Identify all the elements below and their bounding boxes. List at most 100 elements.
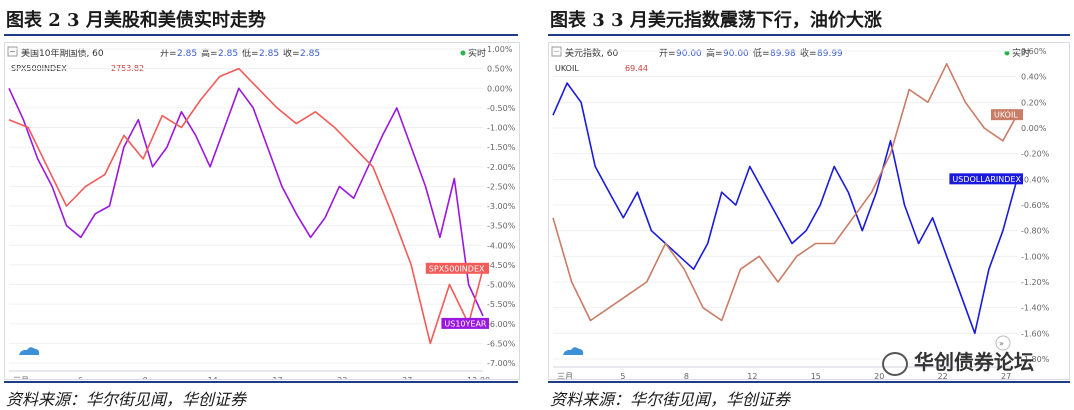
- symbol-title: 美国10年期国债, 60: [21, 47, 104, 59]
- chart-1-svg: 美国10年期国债, 60 开= 2.85 高= 2.85 低= 2.85 收= …: [7, 45, 516, 379]
- open-label: 开=: [659, 48, 676, 59]
- symbol-title: 美元指数, 60: [565, 47, 618, 59]
- low-value: 89.98: [770, 49, 796, 59]
- low-label: 低=: [753, 47, 770, 59]
- cloud-logo-icon: [563, 347, 584, 355]
- x-tick-label: 三月: [13, 376, 29, 379]
- close-value: 89.99: [817, 49, 843, 59]
- y-tick-label: -0.60%: [1021, 201, 1050, 210]
- y-tick-label: -4.00%: [487, 241, 516, 250]
- figure-2-title: 图表 2 3 月美股和美债实时走势: [6, 10, 266, 31]
- low-value: 2.85: [259, 49, 279, 59]
- close-label: 收=: [283, 47, 300, 59]
- open-value: 2.85: [177, 49, 197, 59]
- y-tick-label: -1.00%: [1021, 252, 1050, 261]
- y-tick-label: -1.40%: [1021, 304, 1050, 313]
- figure-3-source: 资料来源：华尔街见闻，华创证券: [550, 390, 791, 409]
- x-tick-label: 17: [272, 376, 282, 379]
- y-tick-label: -0.20%: [1021, 150, 1050, 159]
- x-tick-label: 12:00: [467, 376, 490, 379]
- y-tick-label: 1.00%: [487, 45, 513, 54]
- chart-usd-oil: 美元指数, 60 开= 90.00 高= 90.00 低= 89.98 收= 8…: [548, 42, 1070, 380]
- svg-text:USDOLLARINDEX: USDOLLARINDEX: [952, 175, 1021, 184]
- low-label: 低=: [242, 47, 259, 59]
- open-label: 开=: [160, 48, 177, 59]
- x-tick-label: 27: [402, 376, 412, 379]
- y-tick-label: -5.50%: [487, 300, 516, 309]
- close-label: 收=: [800, 47, 817, 59]
- expand-icon[interactable]: »: [995, 335, 1011, 351]
- series-line-ukoil: [552, 63, 1018, 322]
- x-tick-label: 5: [620, 372, 625, 379]
- source-rule: [548, 381, 1070, 383]
- figure-2-source: 资料来源：华尔街见闻，华创证券: [6, 390, 247, 409]
- figure-2-panel: 图表 2 3 月美股和美债实时走势 美国10年期国债, 60 开= 2.85 高…: [0, 0, 522, 410]
- chart-header: 美元指数, 60 开= 90.00 高= 90.00 低= 89.98 收= 8…: [551, 46, 1030, 73]
- high-value: 90.00: [723, 49, 749, 59]
- watermark: 华创债券论坛: [882, 346, 1034, 376]
- collapse-icon[interactable]: [7, 46, 18, 57]
- series-label-ukoil: UKOIL: [991, 109, 1023, 121]
- series-end-labels: US10YEAR SPX500INDEX: [425, 262, 489, 329]
- y-tick-label: -4.50%: [487, 261, 516, 270]
- title-rule: [548, 34, 1070, 36]
- y-tick-label: 0.20%: [1021, 98, 1047, 107]
- wechat-icon: [882, 351, 908, 376]
- y-tick-label: 0.00%: [487, 84, 513, 93]
- y-gridlines: [553, 50, 1017, 360]
- realtime-label[interactable]: 实时: [468, 47, 486, 59]
- figure-3-title: 图表 3 3 月美元指数震荡下行，油价大涨: [550, 10, 882, 31]
- y-tick-label: -2.50%: [487, 182, 516, 191]
- x-tick-label: 三月: [557, 372, 573, 379]
- realtime-dot-icon: [460, 50, 466, 56]
- high-label: 高=: [706, 47, 723, 59]
- x-tick-label: 22: [938, 372, 948, 379]
- title-rule: [4, 34, 518, 36]
- series-line-usdollarindex: [552, 82, 1018, 335]
- y-tick-label: 0.40%: [1021, 73, 1047, 82]
- x-tick-label: 20: [874, 372, 884, 379]
- y-tick-label: -1.80%: [1021, 355, 1050, 364]
- y-tick-label: 0.60%: [1021, 47, 1047, 56]
- compare-symbol[interactable]: UKOIL: [555, 64, 579, 73]
- x-tick-label: 6: [78, 376, 83, 379]
- x-tick-label: 14: [208, 376, 218, 379]
- y-tick-label: -0.40%: [1021, 175, 1050, 184]
- figure-3-panel: 图表 3 3 月美元指数震荡下行，油价大涨 美元指数, 60 开= 90.00 …: [544, 0, 1074, 410]
- y-tick-label: -1.00%: [487, 124, 516, 133]
- y-axis-ticks: 1.00% 0.50% 0.00% -0.50% -1.00% -1.50% -2.00% -…: [487, 45, 516, 368]
- svg-text:»: »: [999, 339, 1004, 348]
- high-label: 高=: [201, 47, 218, 59]
- y-tick-label: -3.50%: [487, 222, 516, 231]
- x-tick-label: 22: [337, 376, 347, 379]
- x-axis-ticks: 三月 6 9 14 17 22 27 12:00: [9, 370, 490, 379]
- x-axis-ticks: 三月 5 8 12 15 20 22 27: [553, 366, 1017, 379]
- svg-text:UKOIL: UKOIL: [994, 111, 1018, 120]
- close-value: 2.85: [300, 49, 320, 59]
- y-gridlines: [9, 48, 483, 364]
- chart-header: 美国10年期国债, 60 开= 2.85 高= 2.85 低= 2.85 收= …: [7, 46, 486, 73]
- source-rule: [4, 381, 518, 383]
- y-tick-label: -7.00%: [487, 359, 516, 368]
- y-tick-label: -1.60%: [1021, 329, 1050, 338]
- series-line-us10year: [8, 87, 484, 317]
- chart-us-stock-bond: 美国10年期国债, 60 开= 2.85 高= 2.85 低= 2.85 收= …: [4, 42, 520, 380]
- watermark-text: 华创债券论坛: [914, 350, 1034, 374]
- y-tick-label: 0.00%: [1021, 124, 1047, 133]
- series-end-labels: USDOLLARINDEX UKOIL: [949, 109, 1023, 185]
- y-tick-label: -6.00%: [487, 320, 516, 329]
- y-tick-label: -2.00%: [487, 163, 516, 172]
- y-tick-label: -0.80%: [1021, 227, 1050, 236]
- svg-text:US10YEAR: US10YEAR: [444, 319, 487, 328]
- y-tick-label: -5.00%: [487, 281, 516, 290]
- cloud-logo-icon: [19, 347, 40, 355]
- high-value: 2.85: [218, 49, 238, 59]
- series-line-spx500index: [8, 67, 484, 345]
- open-value: 90.00: [676, 49, 702, 59]
- x-tick-label: 8: [684, 372, 689, 379]
- series-lines: [8, 67, 484, 345]
- x-tick-label: 27: [1001, 372, 1011, 379]
- y-tick-label: 0.50%: [487, 65, 513, 74]
- x-tick-label: 12: [747, 372, 757, 379]
- realtime-label[interactable]: 实时: [1012, 47, 1030, 59]
